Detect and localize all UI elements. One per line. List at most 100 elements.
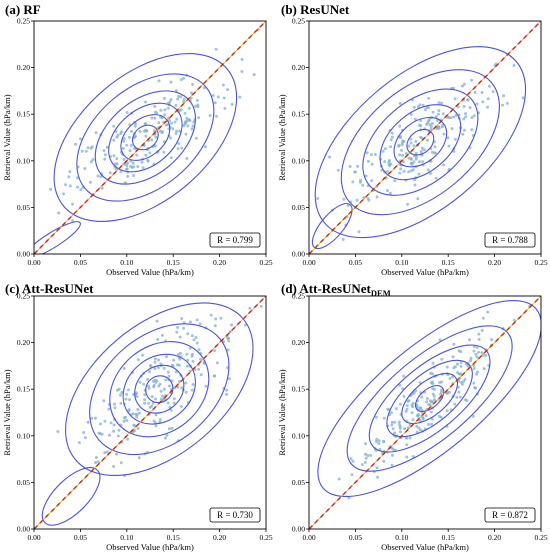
scatter-point xyxy=(391,453,394,457)
scatter-point xyxy=(484,353,488,357)
scatter-point xyxy=(99,175,103,179)
scatter-point xyxy=(462,380,466,383)
scatter-point xyxy=(144,100,147,104)
scatter-point xyxy=(112,423,116,427)
scatter-point xyxy=(105,145,109,149)
scatter-point xyxy=(146,159,150,163)
scatter-point xyxy=(402,374,406,378)
scatter-point xyxy=(136,408,140,411)
scatter-point xyxy=(386,170,389,173)
scatter-point xyxy=(464,115,468,119)
scatter-point xyxy=(102,399,106,403)
r-annotation-box xyxy=(484,507,536,523)
scatter-point xyxy=(370,179,374,183)
scatter-point xyxy=(159,389,163,393)
scatter-point xyxy=(213,374,217,378)
scatter-point xyxy=(191,359,195,363)
scatter-point xyxy=(154,380,158,384)
scatter-point xyxy=(433,151,437,155)
scatter-point xyxy=(191,124,195,128)
scatter-point xyxy=(176,147,180,151)
scatter-point xyxy=(108,171,112,175)
scatter-point xyxy=(126,388,130,392)
scatter-point xyxy=(405,455,409,459)
scatter-point xyxy=(390,135,394,139)
scatter-point xyxy=(167,427,171,431)
scatter-point xyxy=(462,104,466,108)
r-annotation: R = 0.730 xyxy=(217,510,253,520)
scatter-point xyxy=(156,338,160,341)
scatter-point xyxy=(178,129,182,133)
scatter-point xyxy=(433,387,436,391)
scatter-point xyxy=(521,96,525,100)
scatter-point xyxy=(463,82,466,86)
scatter-point xyxy=(194,336,198,339)
scatter-point xyxy=(429,172,432,175)
scatter-point xyxy=(103,157,107,161)
y-tick-label: 0.15 xyxy=(17,110,30,119)
scatter-point xyxy=(179,405,183,408)
scatter-point xyxy=(147,384,151,388)
scatter-point xyxy=(425,397,429,400)
scatter-point xyxy=(370,162,374,166)
scatter-point xyxy=(141,353,144,357)
scatter-point xyxy=(115,452,118,456)
scatter-point xyxy=(198,322,202,326)
scatter-point xyxy=(375,437,379,441)
x-tick-label: 0.25 xyxy=(259,533,272,542)
scatter-point xyxy=(159,108,163,112)
scatter-point xyxy=(430,150,434,154)
scatter-point xyxy=(168,384,171,388)
scatter-point xyxy=(431,110,435,114)
scatter-point xyxy=(366,159,370,163)
scatter-point xyxy=(223,106,227,110)
r-annotation: R = 0.788 xyxy=(492,235,528,245)
scatter-point xyxy=(179,78,183,82)
scatter-point xyxy=(165,355,168,359)
panel-c: (c) Att-ResUNet 0.000.00 0.05 0.05 0.10 0.10 0… xyxy=(2,281,273,552)
scatter-point xyxy=(153,105,157,108)
scatter-point xyxy=(388,164,392,168)
scatter-point xyxy=(412,144,416,148)
y-tick-label: 0.00 xyxy=(17,525,30,534)
scatter-point xyxy=(459,361,463,365)
x-tick-label: 0.05 xyxy=(349,258,362,267)
scatter-point xyxy=(122,416,126,420)
scatter-point xyxy=(119,401,123,405)
scatter-point xyxy=(412,105,416,109)
scatter-point xyxy=(74,142,78,146)
scatter-point xyxy=(406,202,410,206)
scatter-point xyxy=(440,125,444,129)
scatter-point xyxy=(112,124,116,128)
scatter-point xyxy=(202,361,206,365)
scatter-point xyxy=(174,132,178,135)
scatter-point xyxy=(474,386,477,390)
scatter-point xyxy=(113,402,116,406)
scatter-point xyxy=(157,121,161,125)
density-contours xyxy=(41,302,254,526)
scatter-point xyxy=(405,436,408,440)
scatter-point xyxy=(175,129,178,133)
scatter-point xyxy=(422,148,426,152)
scatter-point xyxy=(175,363,179,367)
scatter-point xyxy=(428,117,432,121)
scatter-point xyxy=(410,162,414,166)
scatter-point xyxy=(160,131,164,135)
scatter-point xyxy=(128,398,131,402)
scatter-point xyxy=(336,168,340,172)
scatter-point xyxy=(355,198,359,202)
scatter-point xyxy=(128,149,132,153)
scatter-point xyxy=(417,426,421,430)
scatter-point xyxy=(418,418,422,422)
scatter-point xyxy=(435,119,439,122)
r-annotation: R = 0.872 xyxy=(492,510,528,520)
scatter-point xyxy=(377,439,381,443)
scatter-point xyxy=(505,101,509,105)
scatter-point xyxy=(351,459,355,463)
x-tick-label: 0.00 xyxy=(302,533,315,542)
scatter-point xyxy=(409,157,413,161)
scatter-point xyxy=(360,463,364,467)
scatter-point xyxy=(457,390,461,394)
scatter-point xyxy=(142,382,146,386)
